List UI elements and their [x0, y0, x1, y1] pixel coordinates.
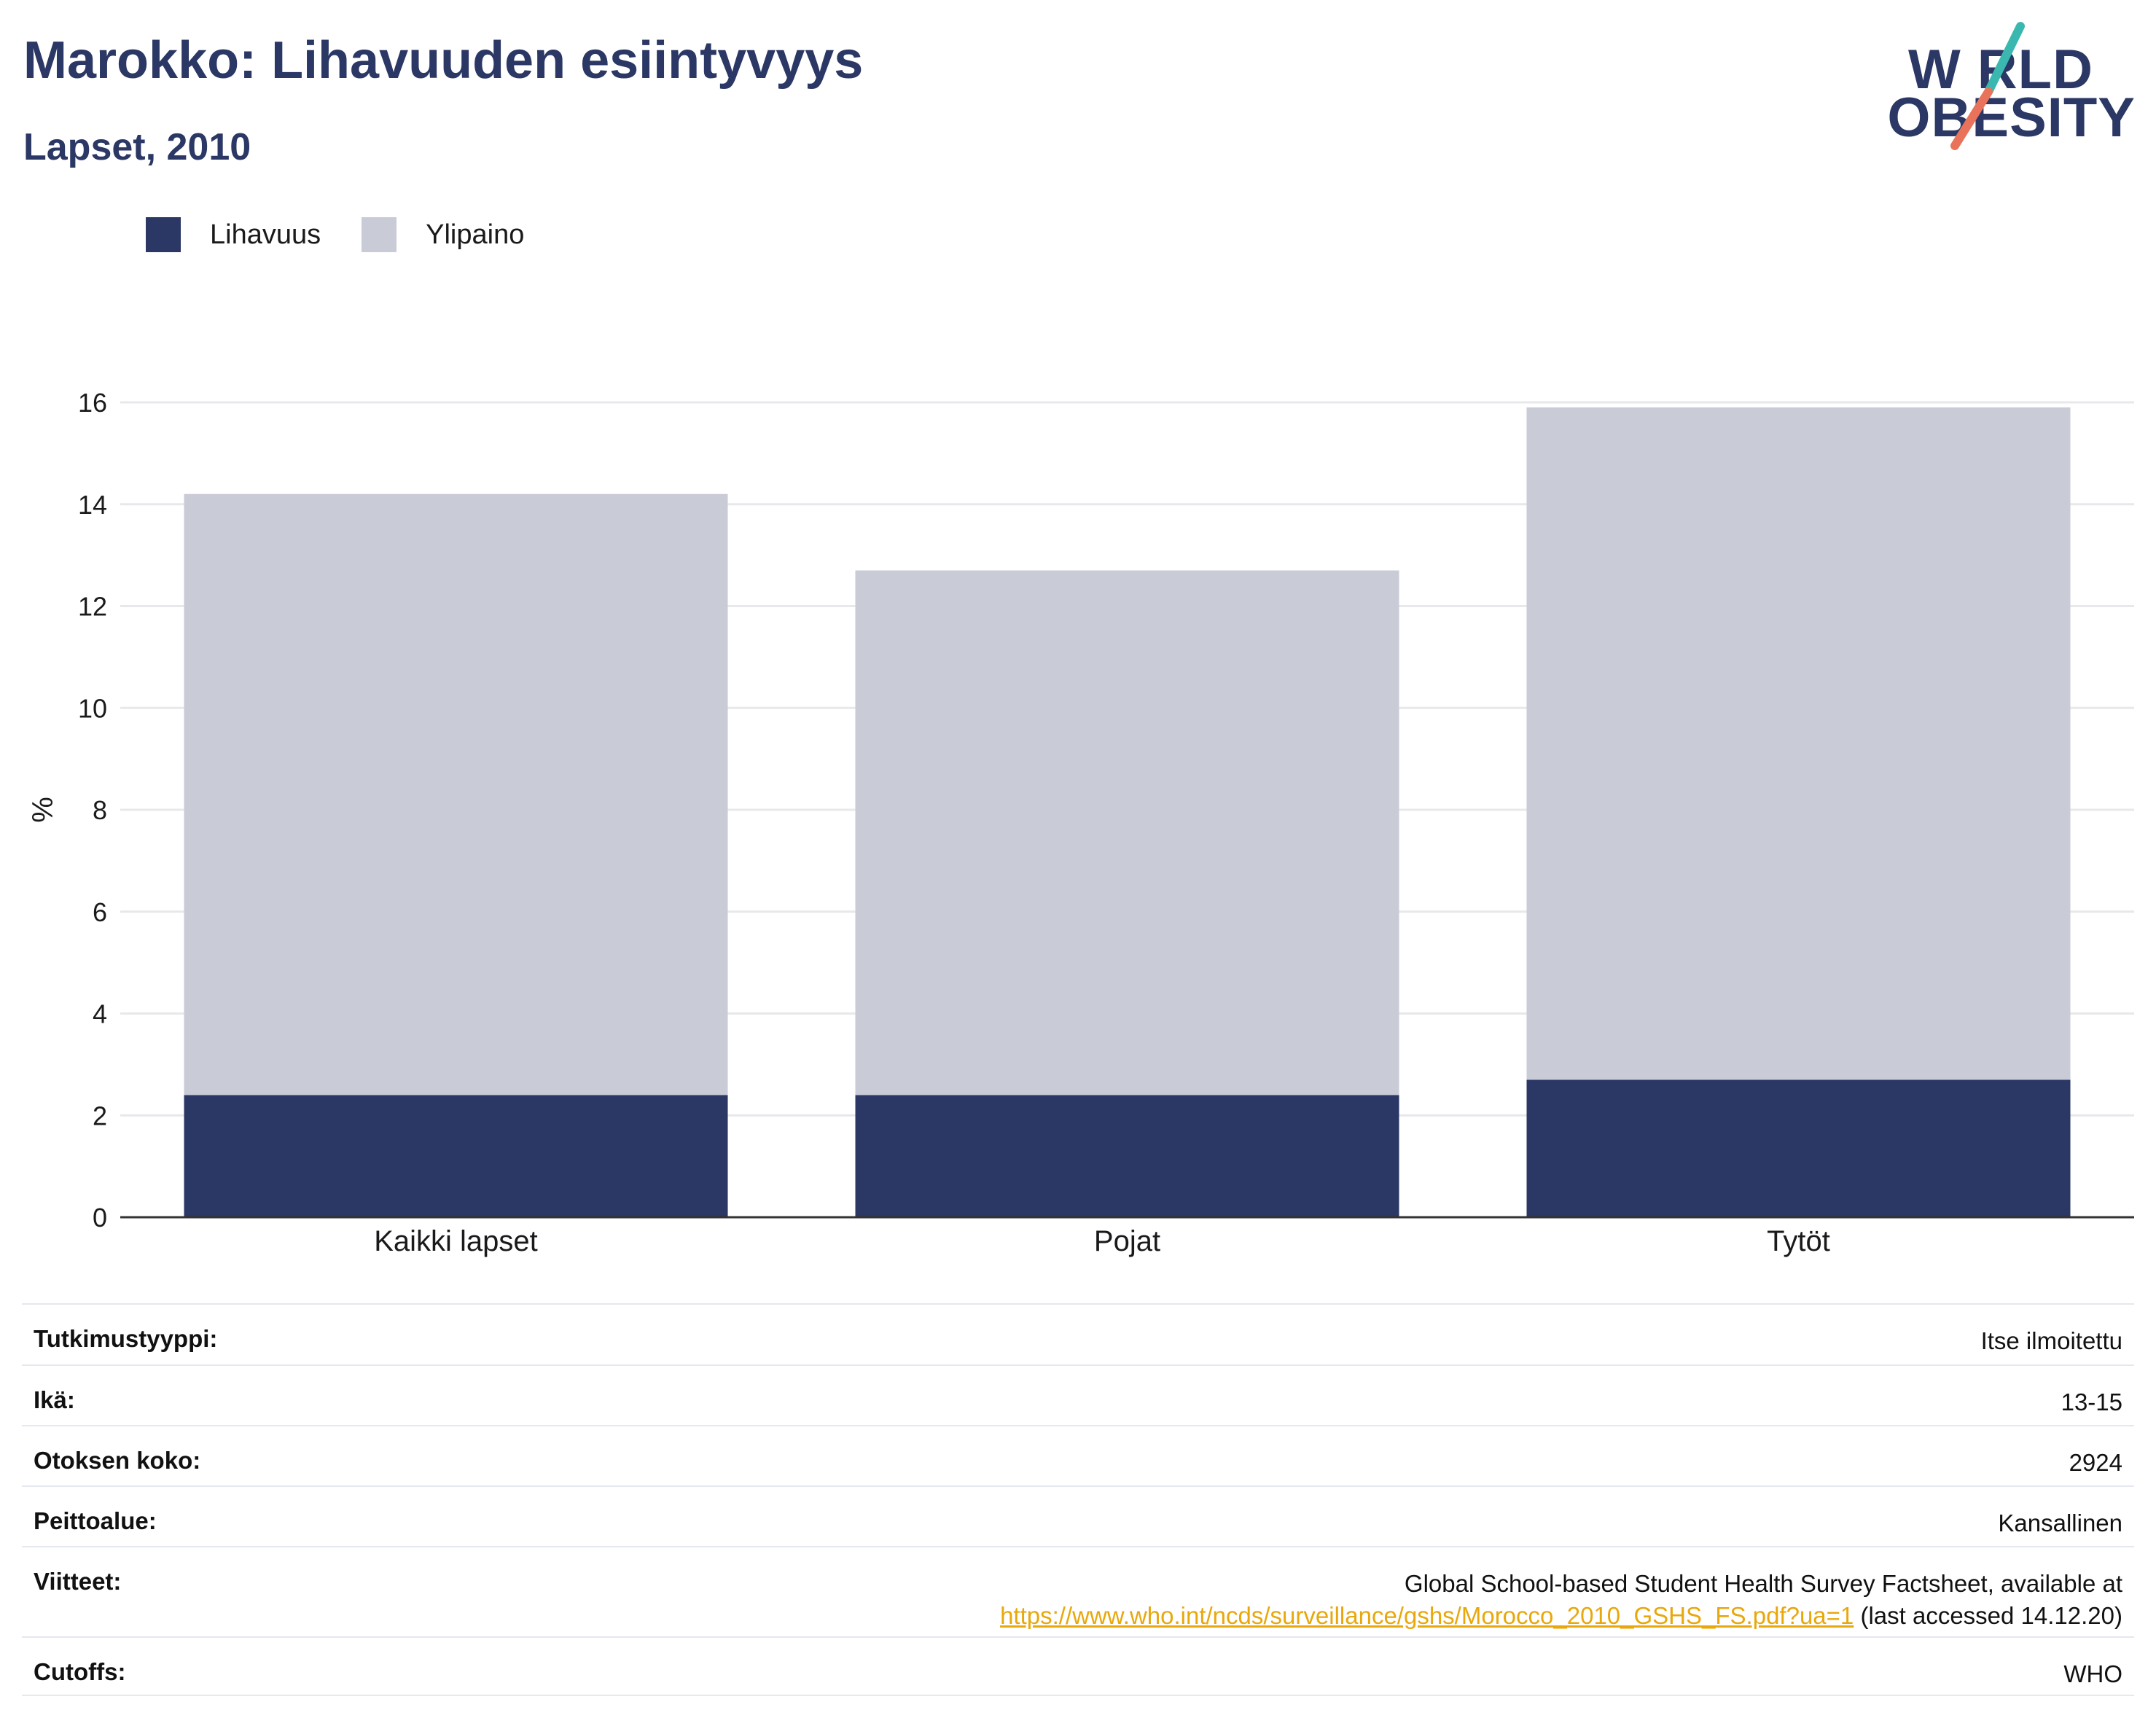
- y-tick-label: 8: [93, 795, 107, 825]
- legend-label-ylipaino: Ylipaino: [426, 219, 525, 250]
- chart-subtitle: Lapset, 2010: [23, 126, 251, 168]
- info-row-sample-size: Otoksen koko: 2924: [22, 1425, 2134, 1485]
- info-label: Otoksen koko:: [34, 1447, 201, 1474]
- y-tick-label: 4: [93, 999, 107, 1029]
- legend-item-ylipaino[interactable]: Ylipaino: [362, 217, 524, 252]
- bar-lihavuus-3[interactable]: [1526, 1079, 2071, 1217]
- legend-swatch-lihavuus: [146, 217, 181, 252]
- legend-swatch-ylipaino: [362, 217, 397, 252]
- bar-ylipaino-3[interactable]: [1526, 407, 2071, 1080]
- info-row-cutoffs: Cutoffs: WHO: [22, 1636, 2134, 1696]
- info-label: Peittoalue:: [34, 1507, 157, 1534]
- info-value: WHO: [2063, 1660, 2122, 1687]
- bar-lihavuus-2[interactable]: [855, 1095, 1399, 1217]
- info-table: Tutkimustyyppi: Itse ilmoitettu Ikä: 13-…: [22, 1303, 2134, 1696]
- x-tick-label: Pojat: [1094, 1225, 1160, 1257]
- y-tick-label: 12: [78, 592, 107, 622]
- y-tick-label: 0: [93, 1203, 107, 1233]
- x-tick-label: Tytöt: [1767, 1225, 1830, 1257]
- y-tick-label: 10: [78, 693, 107, 723]
- bar-lihavuus-1[interactable]: [184, 1095, 728, 1217]
- legend-label-lihavuus: Lihavuus: [210, 219, 321, 250]
- bar-ylipaino-1[interactable]: [184, 493, 728, 1096]
- y-tick-label: 2: [93, 1101, 107, 1130]
- x-tick-label: Kaikki lapset: [374, 1225, 538, 1257]
- bar-ylipaino-2[interactable]: [855, 570, 1399, 1096]
- info-label: Tutkimustyyppi:: [34, 1325, 218, 1352]
- y-tick-label: 14: [78, 490, 107, 520]
- info-value: 13-15: [2061, 1389, 2122, 1415]
- reference-link[interactable]: https://www.who.int/ncds/surveillance/gs…: [1000, 1602, 1854, 1629]
- info-value: 2924: [2069, 1449, 2122, 1476]
- info-label: Cutoffs:: [34, 1658, 126, 1685]
- references-value: Global School-based Student Health Surve…: [1000, 1568, 2122, 1632]
- y-axis-title: %: [27, 797, 59, 823]
- y-tick-label: 16: [78, 388, 107, 418]
- references-text: Global School-based Student Health Surve…: [1404, 1570, 2122, 1597]
- chart-legend: Lihavuus Ylipaino: [146, 217, 565, 252]
- info-label: Ikä:: [34, 1386, 75, 1413]
- info-value: Kansallinen: [1998, 1510, 2122, 1536]
- info-row-study-type: Tutkimustyyppi: Itse ilmoitettu: [22, 1303, 2134, 1364]
- logo-slash-icon: [1950, 22, 2025, 150]
- chart-title: Marokko: Lihavuuden esiintyvyys: [23, 31, 864, 90]
- legend-item-lihavuus[interactable]: Lihavuus: [146, 217, 321, 252]
- world-obesity-logo: W RLD OBESITY: [1887, 20, 2136, 159]
- y-tick-label: 6: [93, 897, 107, 927]
- references-accessed: (last accessed 14.12.20): [1854, 1602, 2122, 1629]
- info-label: Viitteet:: [34, 1568, 122, 1595]
- info-row-coverage: Peittoalue: Kansallinen: [22, 1485, 2134, 1546]
- info-row-age: Ikä: 13-15: [22, 1364, 2134, 1425]
- bar-chart: 0 2 4 6 8 10 12 14 16 Kaikki lapset Pojat Tytöt%: [27, 388, 2134, 1257]
- logo-line-2: OBESITY: [1887, 87, 2136, 149]
- info-row-references: Viitteet: Global School-based Student He…: [22, 1546, 2134, 1636]
- info-value: Itse ilmoitettu: [1980, 1327, 2122, 1354]
